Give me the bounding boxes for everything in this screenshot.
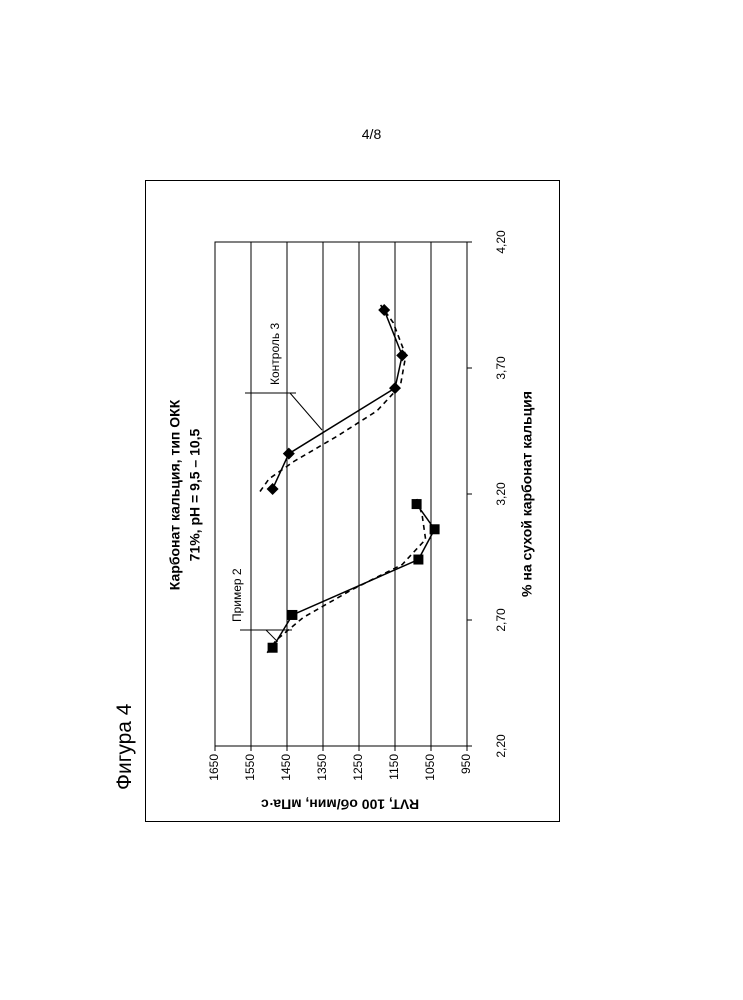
y-tick-label: 950 [459, 754, 473, 774]
y-tick-label: 1050 [423, 754, 437, 781]
plot-area-border [215, 242, 467, 746]
chart-title-line: Карбонат кальция, тип ОКК [167, 399, 183, 590]
x-tick-label: 2,20 [494, 734, 508, 758]
data-point-diamond [267, 483, 279, 495]
y-tick-label: 1650 [207, 754, 221, 781]
data-point-square [268, 643, 278, 653]
series-line [273, 504, 435, 648]
x-tick-label: 2,70 [494, 608, 508, 632]
y-axis-title: RVT, 100 об/мин, мПа·с [261, 796, 419, 812]
series-layer [273, 310, 435, 648]
data-point-diamond [396, 349, 408, 361]
x-axis-title: % на сухой карбонат кальция [519, 391, 535, 597]
callout-leader [290, 393, 322, 430]
y-tick-label: 1250 [351, 754, 365, 781]
y-tick-label: 1450 [279, 754, 293, 781]
x-tick-label: 4,20 [494, 230, 508, 254]
y-tick-label: 1550 [243, 754, 257, 781]
callout-leader [266, 630, 278, 642]
data-point-diamond [283, 448, 295, 460]
y-tick-label: 1350 [315, 754, 329, 781]
series-line [273, 310, 403, 489]
data-point-diamond [389, 382, 401, 394]
axes-layer: 1650 1550 1450 1350 1250 1150 1050 950 2,20 2,70 3… [207, 230, 508, 781]
data-point-square [413, 555, 423, 565]
y-tick-label: 1150 [387, 754, 401, 780]
callout-label-example-2: Пример 2 [230, 568, 244, 622]
x-tick-label: 3,20 [494, 482, 508, 506]
marker-layer [267, 304, 440, 653]
data-point-square [430, 524, 440, 534]
grid-layer [215, 242, 431, 746]
data-point-square [287, 610, 297, 620]
data-point-diamond [378, 304, 390, 316]
callout-label-control-3: Контроль 3 [268, 323, 282, 385]
data-point-square [412, 499, 422, 509]
x-tick-label: 3,70 [494, 356, 508, 380]
chart-title-line: 71%, pH = 9,5 – 10,5 [187, 428, 203, 561]
label-layer: % на сухой карбонат кальция RVT, 100 об/м… [167, 323, 535, 813]
